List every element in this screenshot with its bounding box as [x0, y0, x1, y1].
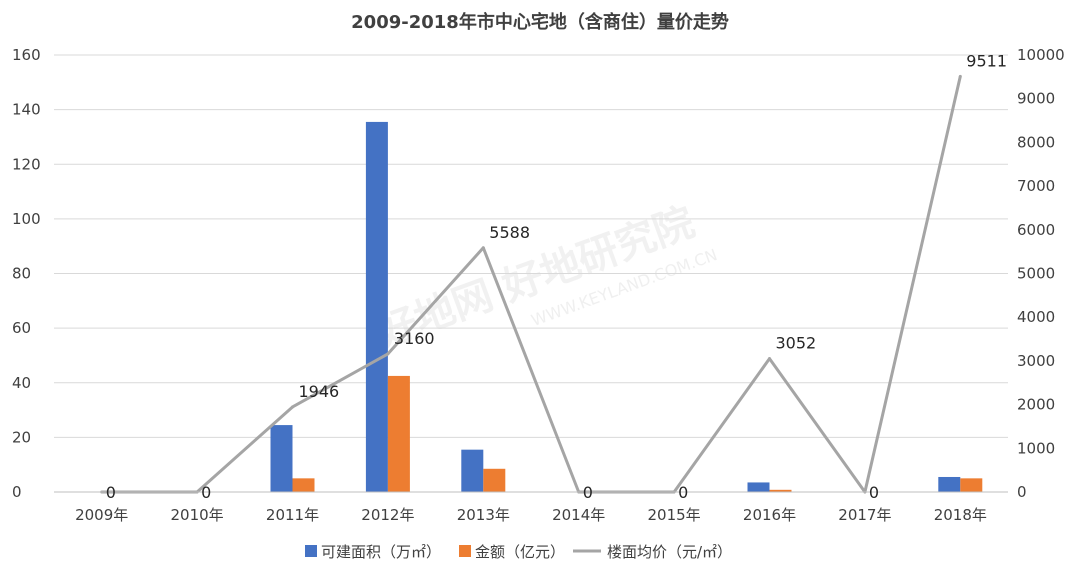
legend: 可建面积（万㎡） 金额（亿元） 楼面均价（元/㎡）: [305, 543, 732, 561]
x-tick-label: 2009年: [75, 506, 128, 524]
y-right-tick-label: 3000: [1017, 352, 1055, 370]
x-tick-label: 2017年: [838, 506, 891, 524]
price-data-label: 1946: [299, 382, 340, 401]
y-left-tick-label: 80: [12, 265, 31, 283]
price-data-label: 0: [869, 483, 879, 502]
price-data-label: 0: [106, 483, 116, 502]
area-bar: [461, 449, 484, 492]
y-right-tick-label: 5000: [1017, 265, 1055, 283]
y-right-tick-label: 2000: [1017, 396, 1055, 414]
price-data-label: 0: [678, 483, 688, 502]
price-point: [291, 405, 294, 409]
bars: [270, 121, 983, 493]
area-bar: [365, 121, 388, 493]
price-data-label: 9511: [966, 51, 1007, 70]
chart-title: 2009-2018年市中心宅地（含商住）量价走势: [351, 11, 729, 33]
price-data-label: 5588: [489, 223, 530, 242]
area-bar: [270, 425, 293, 492]
axes: 0 20 40 60 80 100 120 140 160 0 1000 2000 3000 4000 50…: [12, 46, 1065, 524]
price-data-label: 0: [583, 483, 593, 502]
legend-label: 可建面积（万㎡）: [321, 543, 441, 561]
amount-bar: [483, 468, 506, 492]
y-left-tick-label: 0: [12, 483, 22, 501]
x-tick-label: 2014年: [552, 506, 605, 524]
grid: [54, 54, 1008, 493]
y-left-tick-label: 40: [12, 374, 31, 392]
price-point: [481, 246, 485, 250]
y-right-tick-label: 1000: [1017, 439, 1055, 457]
price-point: [386, 352, 390, 356]
y-left-tick-label: 120: [12, 155, 41, 173]
price-data-label: 3052: [776, 334, 817, 353]
y-right-tick-label: 8000: [1017, 133, 1055, 151]
x-tick-label: 2015年: [648, 506, 701, 524]
y-right-tick-label: 7000: [1017, 177, 1055, 195]
y-right-tick-label: 6000: [1017, 221, 1055, 239]
price-line: [100, 74, 962, 494]
amount-bar: [292, 478, 315, 492]
price-data-label: 0: [201, 483, 211, 502]
y-left-tick-label: 160: [12, 46, 41, 64]
legend-label: 楼面均价（元/㎡）: [607, 543, 732, 561]
x-tick-label: 2016年: [743, 506, 796, 524]
y-right-tick-label: 9000: [1017, 90, 1055, 108]
amount-bar: [769, 489, 792, 492]
y-left-tick-label: 60: [12, 319, 31, 337]
x-tick-label: 2018年: [934, 506, 987, 524]
x-tick-label: 2010年: [171, 506, 224, 524]
price-line-path: [101, 76, 962, 494]
amount-bar: [387, 375, 410, 492]
area-bar: [938, 476, 961, 492]
area-bar: [747, 482, 770, 492]
legend-swatch: [305, 545, 317, 557]
price-point: [768, 357, 771, 361]
legend-swatch: [459, 545, 471, 557]
y-left-tick-label: 140: [12, 101, 41, 119]
x-tick-label: 2013年: [457, 506, 510, 524]
y-right-tick-label: 0: [1017, 483, 1027, 501]
y-left-tick-label: 100: [12, 210, 41, 228]
watermark: 好地网 好地研究院 WWW.KEYLAND.COM.CN: [370, 199, 720, 357]
x-tick-label: 2012年: [361, 506, 414, 524]
data-labels: 0 0 1946 3160 5588 0 0 3052 0 9511: [106, 51, 1007, 502]
y-right-tick-label: 4000: [1017, 308, 1055, 326]
price-data-label: 3160: [394, 329, 435, 348]
price-point: [958, 74, 962, 78]
amount-bar: [960, 478, 983, 492]
legend-label: 金额（亿元）: [475, 543, 565, 561]
y-left-tick-label: 20: [12, 428, 31, 446]
x-tick-label: 2011年: [266, 506, 319, 524]
y-right-tick-label: 10000: [1017, 46, 1065, 64]
